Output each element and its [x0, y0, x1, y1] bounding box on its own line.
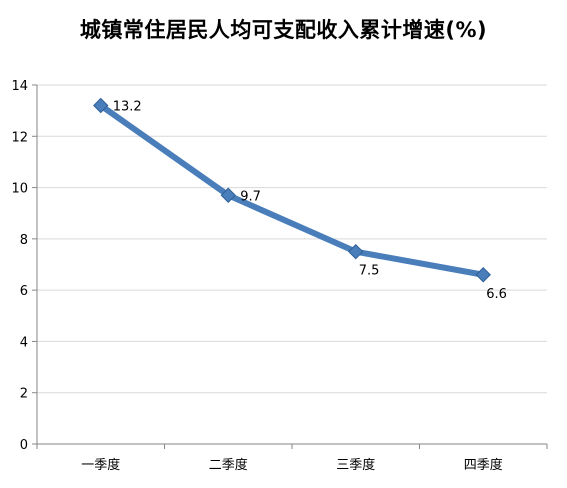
series-line [97, 102, 487, 278]
x-tick-label: 二季度 [209, 457, 248, 473]
y-axis-ticks: 0 2 4 6 8 10 12 14 [11, 79, 28, 453]
data-markers [93, 97, 491, 283]
data-label: 9.7 [240, 189, 261, 204]
y-tick-label: 8 [20, 233, 28, 248]
data-marker [348, 243, 364, 260]
chart-title: 城镇常住居民人均可支配收入累计增速(%) [79, 18, 488, 42]
data-marker [220, 187, 236, 203]
x-tick-label: 一季度 [81, 457, 120, 473]
y-tick-label: 10 [11, 182, 28, 197]
axes [32, 84, 548, 449]
data-label: 13.2 [113, 100, 142, 115]
y-tick-label: 4 [20, 335, 28, 350]
y-tick-label: 6 [20, 284, 28, 299]
data-marker [475, 267, 491, 283]
series-lines [97, 102, 487, 278]
y-tick-label: 14 [11, 79, 28, 94]
x-tick-label: 四季度 [464, 457, 503, 473]
x-axis-ticks: 一季度 二季度 三季度 四季度 [81, 457, 503, 473]
y-tick-label: 0 [20, 438, 28, 453]
y-tick-label: 2 [20, 387, 28, 402]
data-marker [93, 97, 109, 114]
data-label: 7.5 [359, 264, 380, 279]
data-labels: 13.2 9.7 7.5 6.6 [113, 100, 507, 302]
gridlines [37, 84, 547, 394]
y-tick-label: 12 [11, 130, 28, 145]
x-tick-label: 三季度 [336, 457, 375, 473]
data-label: 6.6 [486, 287, 507, 302]
